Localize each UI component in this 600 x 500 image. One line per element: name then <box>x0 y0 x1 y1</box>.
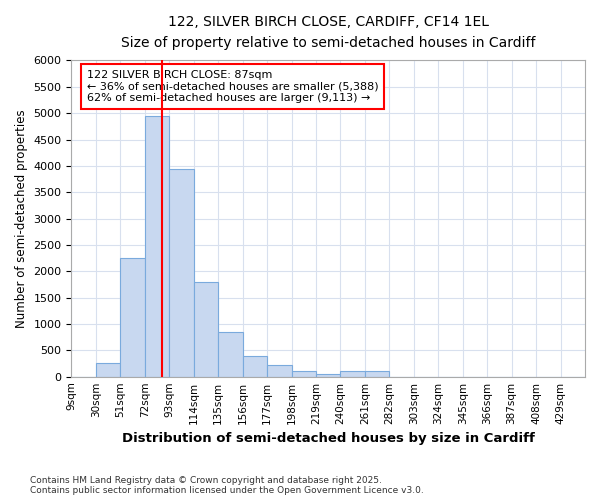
Bar <box>292 372 316 376</box>
X-axis label: Distribution of semi-detached houses by size in Cardiff: Distribution of semi-detached houses by … <box>122 432 535 445</box>
Y-axis label: Number of semi-detached properties: Number of semi-detached properties <box>15 110 28 328</box>
Bar <box>267 365 292 376</box>
Bar <box>121 258 145 376</box>
Bar <box>96 363 121 376</box>
Bar <box>218 332 242 376</box>
Bar <box>145 116 169 376</box>
Bar <box>365 372 389 376</box>
Bar <box>169 168 194 376</box>
Title: 122, SILVER BIRCH CLOSE, CARDIFF, CF14 1EL
Size of property relative to semi-det: 122, SILVER BIRCH CLOSE, CARDIFF, CF14 1… <box>121 15 535 50</box>
Bar <box>242 356 267 376</box>
Text: 122 SILVER BIRCH CLOSE: 87sqm
← 36% of semi-detached houses are smaller (5,388)
: 122 SILVER BIRCH CLOSE: 87sqm ← 36% of s… <box>87 70 379 103</box>
Bar <box>316 374 340 376</box>
Bar <box>194 282 218 376</box>
Bar <box>340 372 365 376</box>
Text: Contains HM Land Registry data © Crown copyright and database right 2025.
Contai: Contains HM Land Registry data © Crown c… <box>30 476 424 495</box>
